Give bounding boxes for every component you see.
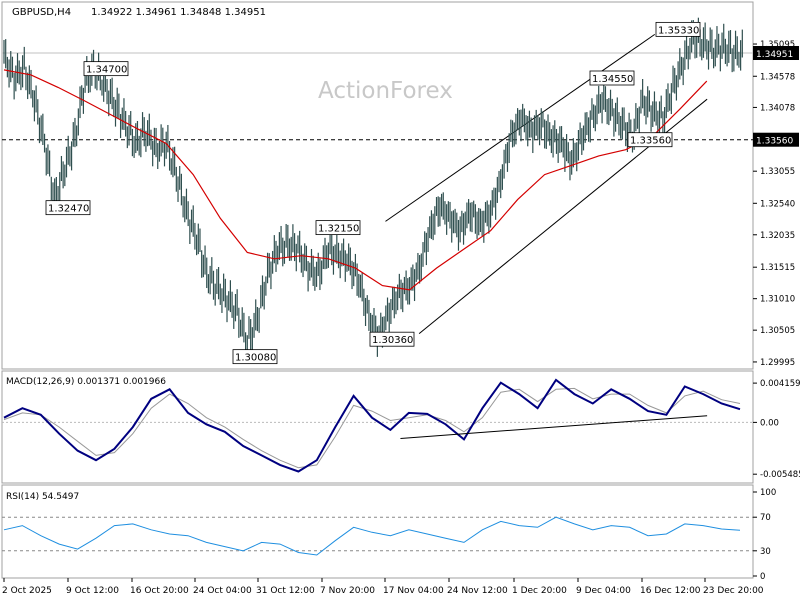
price-annotation-box xyxy=(232,349,278,365)
rsi-tick-label: 0 xyxy=(760,572,765,582)
price-tick-label: 1.31515 xyxy=(760,263,795,273)
rsi-line xyxy=(3,516,741,556)
price-annotation: 1.30080 xyxy=(235,353,276,364)
macd-line xyxy=(3,378,741,473)
rsi-tick-label: 30 xyxy=(760,547,771,557)
axis-layer: 1.350951.345781.340781.335801.330551.325… xyxy=(2,40,800,596)
price-panel-frame xyxy=(1,1,754,370)
price-layer: 1.34700 1.32470 1.32150 1.30080 1.30360 1.345… xyxy=(2,17,753,365)
macd-tick-label: -0.005485 xyxy=(760,470,800,480)
moving-average-line xyxy=(3,69,708,291)
x-tick-label: 7 Nov 20:00 xyxy=(320,586,375,596)
price-tick-label: 1.30505 xyxy=(760,326,795,336)
x-tick-label: 9 Dec 04:00 xyxy=(576,586,631,596)
x-tick-label: 1 Dec 20:00 xyxy=(512,586,567,596)
price-tick-label: 1.35095 xyxy=(760,40,795,50)
price-annotation: 1.34550 xyxy=(592,74,633,85)
price-annotation: 1.34700 xyxy=(86,65,127,76)
x-tick-label: 16 Oct 20:00 xyxy=(130,586,189,596)
price-annotation-box xyxy=(83,61,129,77)
macd-title: MACD(12,26,9) 0.001371 0.001966 xyxy=(6,377,166,387)
support-label-box xyxy=(753,132,799,147)
channel-line xyxy=(385,33,656,222)
price-annotation: 1.35330 xyxy=(658,25,699,36)
x-tick-label: 31 Oct 12:00 xyxy=(256,586,315,596)
price-tick-label: 1.34578 xyxy=(760,72,795,82)
price-annotation: 1.32150 xyxy=(318,224,359,235)
price-annotation-box xyxy=(589,70,635,86)
x-tick-label: 16 Dec 12:00 xyxy=(640,586,701,596)
watermark: ActionForex xyxy=(318,78,453,104)
price-tick-label: 1.32035 xyxy=(760,231,795,241)
macd-tick-label: 0.004159 xyxy=(760,379,800,389)
macd-trendline xyxy=(400,415,708,439)
price-annotation: 1.33560 xyxy=(630,136,671,147)
price-annotation-box xyxy=(655,21,701,37)
chart-header-ohlc: 1.34922 1.34961 1.34848 1.34951 xyxy=(91,7,266,18)
current-price-label: 1.34951 xyxy=(756,50,793,60)
support-label: 1.33560 xyxy=(756,137,793,147)
x-tick-label: 17 Nov 04:00 xyxy=(383,586,444,596)
rsi-title: RSI(14) 54.5497 xyxy=(6,492,79,502)
price-annotation-box xyxy=(627,132,673,148)
price-annotation-box xyxy=(315,220,361,236)
x-tick-label: 23 Dec 20:00 xyxy=(703,586,764,596)
x-tick-label: 9 Oct 12:00 xyxy=(66,586,119,596)
current-price-box xyxy=(753,46,799,61)
macd-layer xyxy=(2,378,753,473)
rsi-tick-label: 70 xyxy=(760,513,771,523)
x-tick-label: 2 Oct 2025 xyxy=(2,586,52,596)
rsi-tick-label: 100 xyxy=(760,488,776,498)
x-tick-label: 24 Oct 04:00 xyxy=(193,586,252,596)
x-tick-label: 24 Nov 12:00 xyxy=(447,586,508,596)
price-tick-label: 1.31010 xyxy=(760,295,795,305)
price-annotation-box xyxy=(45,200,91,216)
macd-tick-label: 0.00 xyxy=(760,418,779,428)
chart-header-symbol: GBPUSD,H4 xyxy=(12,7,71,18)
price-tick-label: 1.34078 xyxy=(760,103,795,113)
price-tick-label: 1.29995 xyxy=(760,358,795,368)
price-annotation: 1.30360 xyxy=(372,335,413,346)
price-annotation: 1.32470 xyxy=(48,204,89,215)
rsi-panel-frame xyxy=(1,484,754,579)
price-annotation-box xyxy=(369,331,415,347)
rsi-layer xyxy=(2,516,753,556)
price-tick-label: 1.33055 xyxy=(760,167,795,177)
signal-line xyxy=(3,387,741,469)
price-tick-label: 1.32540 xyxy=(760,199,795,209)
macd-panel-frame xyxy=(1,370,754,484)
